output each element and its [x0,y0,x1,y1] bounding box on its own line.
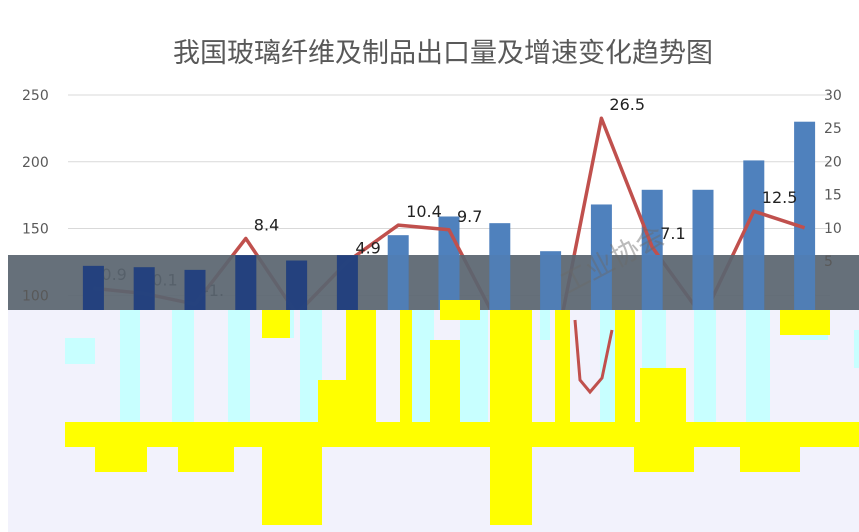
y-right-tick-label: 25 [824,121,842,137]
bar-overlay [489,255,511,310]
noise-block [854,330,859,368]
noise-block [65,338,95,364]
data-label: 4.9 [355,239,380,258]
data-label: 26.5 [609,95,645,114]
bar-overlay [743,255,765,310]
bar-overlay [641,255,663,310]
bar-overlay [438,255,460,310]
noise-yellow [95,447,147,472]
noise-yellow [615,310,635,422]
data-label: 12.5 [762,188,798,207]
noise-block [300,310,322,422]
noise-yellow [262,447,322,525]
bar-overlay [590,255,612,310]
y-right-tick-label: 30 [824,88,842,104]
noise-block [408,310,434,422]
noise-block [228,310,250,422]
noise-yellow [640,368,686,428]
data-label: 8.4 [254,215,279,234]
data-label: 7.1 [660,224,685,243]
noise-block [746,310,770,422]
noise-block [540,310,550,340]
noise-yellow [440,300,480,320]
noise-yellow [400,310,412,422]
noise-yellow [178,447,234,472]
noise-yellow [65,422,859,447]
y-left-tick-label: 200 [22,155,49,171]
noise-yellow [740,447,800,472]
noise-yellow [634,447,694,472]
bar-overlay [336,255,358,310]
noise-yellow [346,310,376,422]
y-right-tick-label: 20 [824,154,842,170]
y-left-tick-label: 100 [22,288,49,304]
bar-overlay [692,255,714,310]
bar-overlay [286,260,308,310]
y-left-tick-label: 150 [22,222,49,238]
bar-overlay [387,255,409,310]
bar-overlay [235,255,257,310]
noise-yellow [490,310,532,525]
noise-block [460,310,488,422]
bar-overlay [184,269,206,310]
chart-title: 我国玻璃纤维及制品出口量及增速变化趋势图 [173,38,713,69]
noise-yellow [262,310,290,338]
line-fragment [573,319,614,395]
bar-overlay [133,267,155,310]
noise-yellow [780,310,830,335]
noise-yellow [555,310,570,422]
bar-overlay [794,255,816,310]
noise-yellow [430,340,460,422]
noise-block [172,310,194,422]
noise-yellow [318,380,348,424]
data-label: 10.4 [406,202,442,221]
axis-tick-labels: 250 200 150 100 30 25 20 15 10 5 [22,88,842,304]
bar-overlay [82,265,104,310]
data-label: 9.7 [457,207,482,226]
y-left-tick-label: 250 [22,88,49,104]
noise-block [120,310,140,422]
y-right-tick-label: 15 [824,188,842,204]
y-right-tick-label: 10 [824,221,842,237]
compression-artifacts [8,255,859,532]
bar-overlay [540,255,562,310]
y-right-tick-label: 5 [824,254,833,270]
noise-block [694,310,716,422]
